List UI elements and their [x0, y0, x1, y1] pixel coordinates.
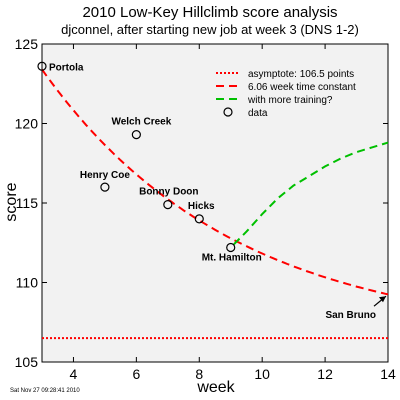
- data-points: Portola Henry Coe Welch Creek Bonny Doon Hic…: [37, 61, 387, 321]
- annotation-label: San Bruno: [325, 310, 376, 321]
- x-axis-label: week: [196, 379, 235, 396]
- x-tick-label: 4: [70, 366, 78, 382]
- data-point-label: Welch Creek: [111, 117, 171, 128]
- legend-label: data: [248, 108, 268, 119]
- axes: 4 6 8 10 12 14 105 110 115 120 125: [15, 36, 396, 382]
- x-tick-label: 6: [132, 366, 140, 382]
- data-point: [37, 61, 47, 71]
- legend: asymptote: 106.5 points 6.06 week time co…: [216, 69, 356, 119]
- footer-timestamp: Sat Nov 27 09:28:41 2010: [10, 388, 80, 394]
- data-point: [131, 130, 141, 140]
- data-point: [163, 199, 173, 210]
- legend-label: asymptote: 106.5 points: [248, 69, 354, 80]
- data-point-label: Bonny Doon: [139, 187, 198, 198]
- x-tick-label: 8: [195, 366, 203, 382]
- training-curve: [233, 141, 389, 246]
- annotation-arrowhead: [379, 296, 386, 303]
- data-point-label: Henry Coe: [80, 170, 130, 181]
- data-point-label: Mt. Hamilton: [202, 253, 262, 264]
- fit-curve: [41, 68, 389, 296]
- plot-area: [41, 43, 389, 363]
- curves: [41, 68, 389, 340]
- data-point: [194, 214, 204, 224]
- x-tick-label: 12: [317, 366, 333, 382]
- data-point: [100, 182, 110, 192]
- y-tick-label: 105: [15, 354, 39, 370]
- y-tick-label: 120: [15, 116, 39, 132]
- x-tick-label: 10: [254, 366, 270, 382]
- data-point-label: Portola: [49, 62, 84, 73]
- y-tick-label: 115: [16, 195, 39, 211]
- legend-label: with more training?: [247, 95, 333, 106]
- data-point: [226, 242, 236, 253]
- y-axis-label: score: [3, 182, 20, 221]
- legend-label: 6.06 week time constant: [248, 82, 356, 93]
- chart-subtitle: djconnel, after starting new job at week…: [61, 22, 359, 37]
- x-tick-label: 14: [380, 366, 396, 382]
- y-tick-label: 110: [16, 275, 39, 291]
- data-point-label: Hicks: [188, 201, 215, 212]
- y-tick-label: 125: [15, 36, 39, 52]
- chart-title: 2010 Low-Key Hillclimb score analysis: [82, 4, 337, 21]
- legend-marker: [223, 107, 233, 117]
